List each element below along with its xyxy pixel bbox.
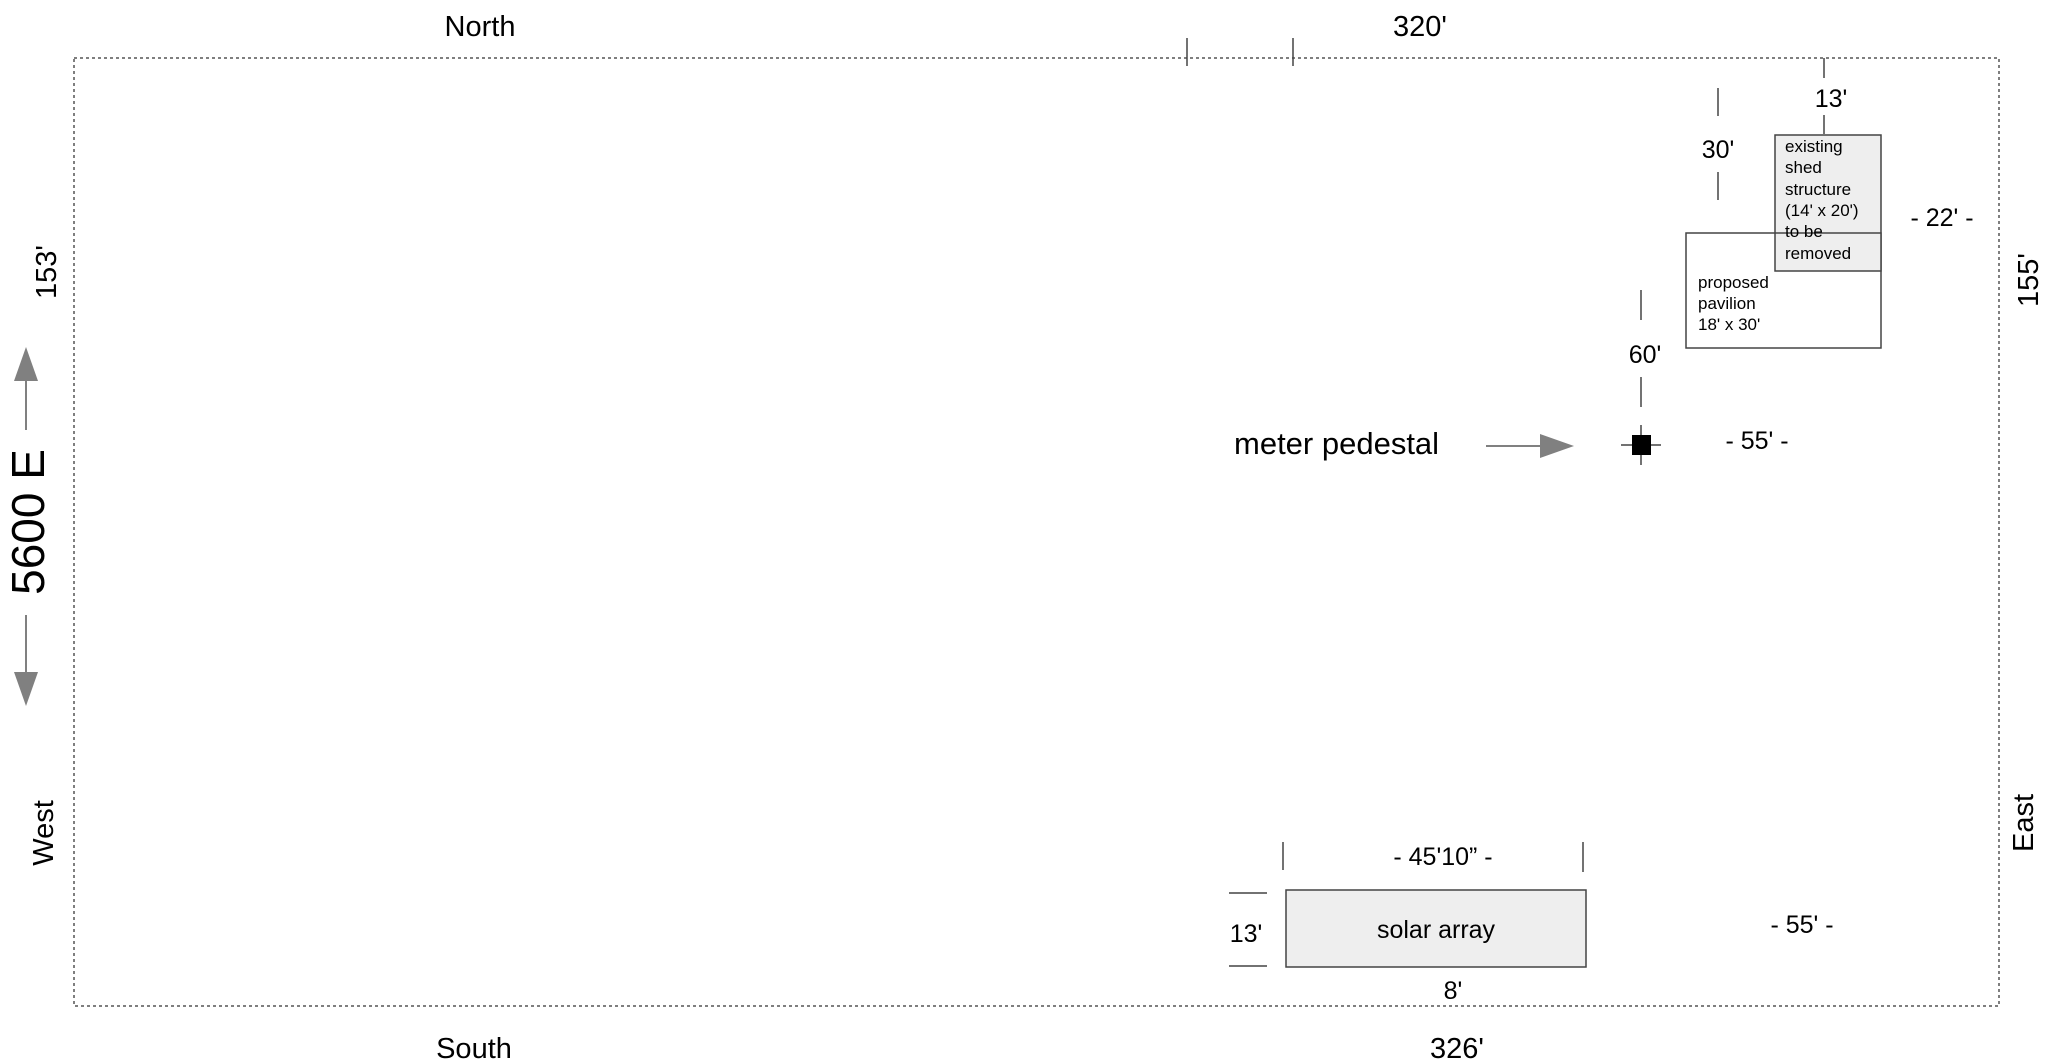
shed-east-setback: - 22' -	[1910, 204, 1973, 232]
pavilion-label-line: proposed	[1698, 273, 1769, 292]
shed-north-setback: 13'	[1815, 85, 1848, 113]
shed-label-line: (14' x 20')	[1785, 201, 1859, 220]
pavilion-label-line: 18' x 30'	[1698, 315, 1760, 334]
south-dimension: 326'	[1430, 1033, 1484, 1062]
pavilion-to-meter-distance: 60'	[1629, 341, 1662, 369]
pavilion-north-setback: 30'	[1702, 136, 1735, 164]
street-arrow-down-icon	[14, 672, 38, 706]
street-indicator: 5600 E	[2, 347, 54, 706]
meter-pointer-arrow-icon	[1540, 434, 1574, 458]
north-dimension: 320'	[1393, 11, 1447, 43]
shed-label-line: to be	[1785, 222, 1823, 241]
west-dimension: 153'	[31, 245, 63, 299]
meter-east-setback: - 55' -	[1725, 427, 1788, 455]
north-label: North	[445, 11, 516, 43]
east-label: East	[2008, 794, 2040, 852]
pavilion-label: proposed pavilion 18' x 30'	[1698, 273, 1774, 334]
existing-shed	[1774, 134, 1882, 272]
meter-pedestal-label: meter pedestal	[1234, 426, 1439, 461]
south-label: South	[436, 1033, 512, 1062]
shed-label-line: shed	[1785, 158, 1822, 177]
shed-label-line: existing	[1785, 137, 1843, 156]
shed-label-line: structure	[1785, 180, 1851, 199]
solar-array	[1285, 889, 1587, 968]
solar-east-setback: - 55' -	[1770, 911, 1833, 939]
solar-array-width: - 45'10” -	[1393, 843, 1492, 871]
shed-label-line: removed	[1785, 244, 1851, 263]
meter-pedestal-marker	[1632, 435, 1651, 455]
solar-south-setback: 8'	[1444, 977, 1463, 1005]
east-dimension: 155'	[2013, 253, 2045, 307]
solar-array-depth: 13'	[1230, 920, 1263, 948]
property-boundary	[73, 57, 2000, 1007]
solar-array-label: solar array	[1377, 916, 1496, 944]
pavilion-label-line: pavilion	[1698, 294, 1756, 313]
shed-label: existing shed structure (14' x 20') to b…	[1785, 137, 1863, 263]
street-arrow-up-icon	[14, 347, 38, 381]
street-name: 5600 E	[2, 449, 54, 595]
west-label: West	[28, 800, 60, 866]
